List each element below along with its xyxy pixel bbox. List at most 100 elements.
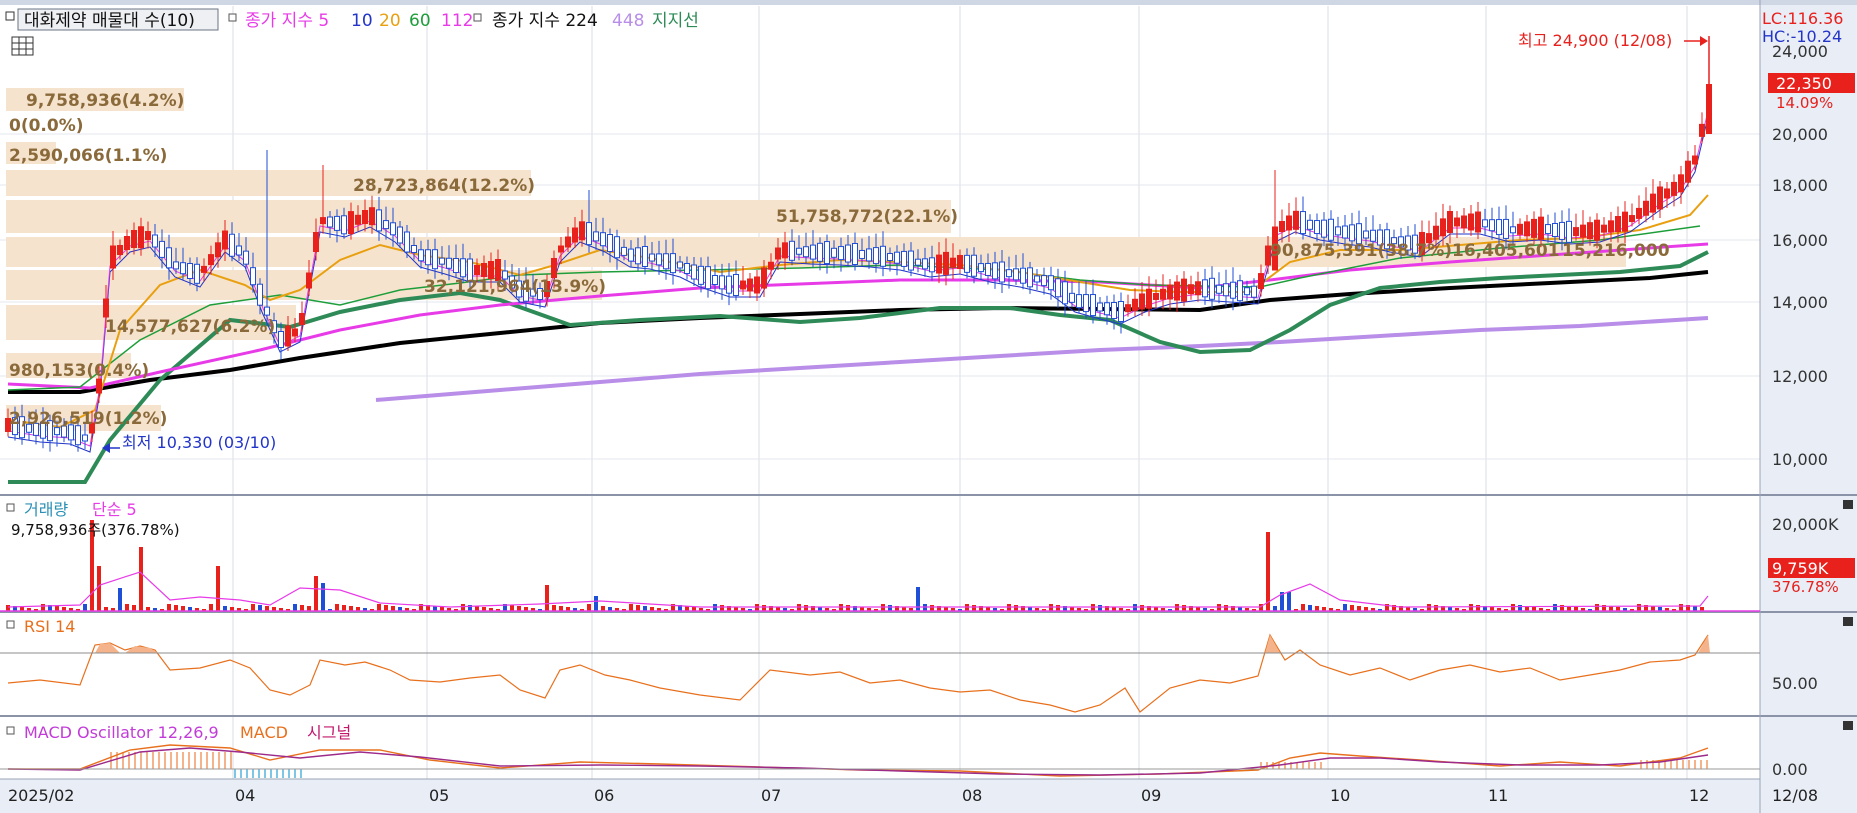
volume-bar (20, 607, 24, 611)
candle-body (271, 320, 277, 334)
candle-body (1454, 217, 1460, 227)
ma224-toggle-icon[interactable] (473, 13, 482, 22)
profile-bar (6, 170, 531, 196)
volume-title[interactable]: 거래량 (24, 500, 68, 519)
volume-bar (1231, 606, 1235, 611)
macd-osc-bar (158, 752, 160, 769)
profile-labels: 9,758,936(4.2%) 0(0.0%) 2,590,066(1.1%) … (9, 91, 1670, 429)
candle-body (1671, 181, 1677, 196)
candle-body (502, 270, 508, 280)
volume-bar (104, 607, 108, 611)
candle-body (474, 265, 480, 275)
volume-bar (454, 609, 458, 611)
candle-body (425, 249, 431, 266)
macd-osc-bar (258, 769, 260, 778)
macd-toggle-icon[interactable] (6, 726, 15, 735)
volume-bar (1441, 606, 1445, 611)
candle-body (1538, 216, 1544, 240)
time-axis: 2025/02 04 05 06 07 08 09 10 11 12 12/08 (8, 786, 1818, 805)
volume-toggle-icon[interactable] (6, 503, 15, 512)
ma60-legend[interactable]: 60 (409, 11, 431, 31)
candle-body (397, 226, 403, 244)
candle-body (1034, 275, 1040, 283)
candle-body (68, 424, 74, 441)
candle-body (1482, 219, 1488, 228)
volume-bar (1105, 606, 1109, 611)
rsi-title[interactable]: RSI 14 (24, 617, 75, 636)
ma20-legend[interactable]: 20 (379, 11, 401, 31)
candle-body (439, 257, 445, 265)
candle-body (642, 246, 648, 267)
macd-osc-bar (164, 752, 166, 769)
volume-bar (468, 605, 472, 611)
candle-body (1685, 160, 1691, 183)
volume-ma-label[interactable]: 단순 5 (92, 500, 137, 519)
volume-bar (846, 605, 850, 611)
volume-bar (55, 606, 59, 611)
rsi-toggle-icon[interactable] (6, 620, 15, 629)
macd-osc-bar (140, 752, 142, 769)
volume-bar (447, 608, 451, 611)
table-grid-icon[interactable] (11, 36, 34, 56)
ma112-legend[interactable]: 112 (441, 11, 473, 31)
volume-bar (1399, 606, 1403, 611)
volume-bar (461, 604, 465, 611)
volume-bars (0, 520, 1760, 612)
candle-body (698, 265, 704, 285)
profile-label: 0(0.0%) (9, 116, 84, 136)
candle-body (411, 245, 417, 253)
candle-body (1167, 284, 1173, 300)
candle-body (40, 421, 46, 439)
candle-body (1076, 294, 1082, 309)
window-top-bar (0, 0, 1857, 5)
candle-body (957, 255, 963, 269)
volume-bar (1574, 607, 1578, 611)
ma224-legend[interactable]: 종가 지수 224 (492, 11, 598, 31)
volume-bar (986, 607, 990, 611)
profile-bar (6, 200, 951, 233)
candle-body (1615, 216, 1621, 232)
candle-body (222, 230, 228, 250)
volume-bar (62, 607, 66, 611)
volume-bar (1700, 607, 1704, 611)
volume-bar (1035, 608, 1039, 611)
volume-bar (1455, 608, 1459, 611)
candle-body (1629, 215, 1635, 223)
candle-body (586, 222, 592, 246)
volume-bar (1602, 605, 1606, 611)
candle-body (971, 254, 977, 277)
volume-bar (510, 605, 514, 611)
candle-body (544, 281, 550, 297)
candle-body (1223, 283, 1229, 297)
volume-bar (1028, 607, 1032, 611)
signal-label[interactable]: 시그널 (307, 723, 351, 742)
ma448-legend[interactable]: 448 (612, 11, 644, 31)
stock-title-box[interactable] (17, 8, 219, 31)
volume-bar (1182, 605, 1186, 611)
ma-toggle-icon[interactable] (228, 13, 237, 22)
volume-bar (76, 609, 80, 611)
ma-legend-label[interactable]: 종가 지수 5 (245, 11, 329, 31)
candle-body (1440, 218, 1446, 237)
arrow-left-icon (102, 443, 120, 453)
candle-body (1461, 215, 1467, 229)
candle-body (908, 250, 914, 271)
price-tick: 10,000 (1772, 450, 1828, 469)
candle-body (1342, 225, 1348, 239)
profile-label: 15,216,000 (1562, 241, 1670, 261)
volume-bar (1224, 605, 1228, 611)
macd-title[interactable]: MACD Oscillator 12,26,9 (24, 723, 219, 742)
volume-bar (1140, 605, 1144, 611)
volume-bar (678, 605, 682, 611)
panel-maximize-icon[interactable] (1843, 500, 1853, 730)
macd-label[interactable]: MACD (240, 723, 288, 742)
candle-body (1314, 220, 1320, 235)
square-toggle-icon[interactable] (5, 11, 15, 21)
candle-body (1069, 292, 1075, 303)
ma10-legend[interactable]: 10 (351, 11, 373, 31)
support-legend[interactable]: 지지선 (652, 11, 699, 31)
volume-bar (1042, 609, 1046, 611)
volume-bar (160, 609, 164, 611)
profile-label: 14,577,627(6.2%) (105, 317, 275, 337)
candle-body (159, 240, 165, 258)
